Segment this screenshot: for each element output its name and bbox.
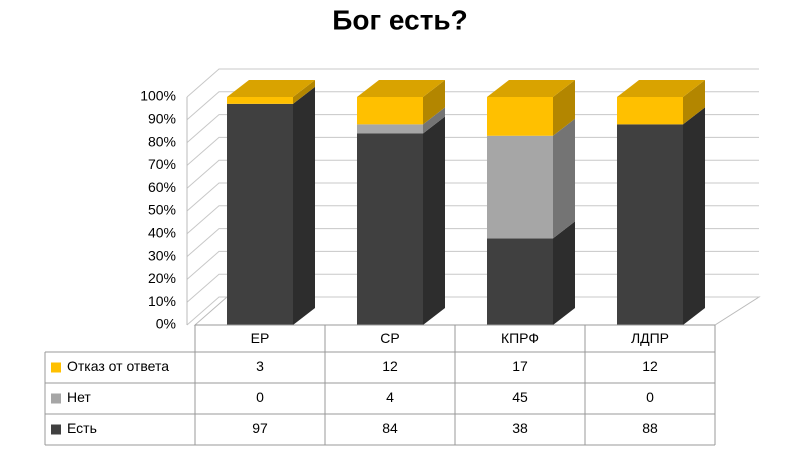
table-value: 3: [256, 358, 264, 374]
bar: [487, 97, 553, 136]
table-value: 88: [642, 420, 658, 436]
grid-line: [186, 159, 759, 189]
bar: [227, 103, 293, 325]
bar-side: [553, 221, 575, 325]
y-tick-label: 100%: [140, 88, 176, 104]
table-value: 4: [386, 389, 394, 405]
x-tick-label: КПРФ: [501, 330, 539, 346]
table-value: 38: [512, 420, 528, 436]
table-value: 12: [642, 358, 658, 374]
grid-line: [186, 296, 759, 326]
legend-swatch: [51, 362, 61, 373]
bar: [357, 97, 423, 125]
grid-line: [186, 250, 759, 280]
grid-line: [186, 273, 759, 303]
y-tick-label: 40%: [148, 225, 176, 241]
y-tick-label: 30%: [148, 247, 176, 263]
grid-line: [186, 182, 759, 212]
grid-line: [186, 136, 759, 166]
y-tick-label: 80%: [148, 133, 176, 149]
bar-side: [683, 80, 705, 125]
bar-side: [423, 80, 445, 125]
x-tick-label: СР: [380, 330, 399, 346]
bar-top: [617, 80, 705, 97]
bar: [617, 124, 683, 325]
grid-line: [186, 114, 759, 143]
bar: [487, 238, 553, 325]
y-tick-label: 70%: [148, 156, 176, 172]
table-value: 97: [252, 420, 268, 436]
table-value: 45: [512, 389, 528, 405]
bar-side: [423, 107, 445, 134]
table-value: 17: [512, 358, 528, 374]
bar-side: [293, 86, 315, 325]
bar-side: [553, 80, 575, 136]
chart-title: Бог есть?: [332, 4, 467, 35]
table-value: 0: [646, 389, 654, 405]
bar: [227, 97, 293, 104]
y-tick-label: 60%: [148, 179, 176, 195]
y-tick-label: 90%: [148, 111, 176, 127]
grid-line: [186, 228, 759, 257]
bar-side: [293, 80, 315, 104]
table-value: 84: [382, 420, 398, 436]
bar-side: [553, 118, 575, 239]
legend-label: Нет: [67, 389, 91, 405]
bar: [357, 133, 423, 325]
y-tick-label: 10%: [148, 293, 176, 309]
table-value: 0: [256, 389, 264, 405]
grid-line: [186, 68, 759, 98]
bar-side: [683, 107, 705, 325]
bar-top: [357, 80, 445, 97]
table-value: 12: [382, 358, 398, 374]
bar: [617, 97, 683, 125]
legend-label: Отказ от ответа: [67, 358, 169, 374]
legend-swatch: [51, 424, 61, 435]
x-tick-label: ЛДПР: [631, 330, 669, 346]
grid-line: [186, 91, 759, 121]
bar-side: [423, 116, 445, 325]
y-tick-label: 20%: [148, 270, 176, 286]
x-tick-label: ЕР: [251, 330, 270, 346]
bar: [487, 135, 553, 239]
legend-label: Есть: [67, 420, 97, 436]
y-tick-label: 50%: [148, 202, 176, 218]
y-tick-label: 0%: [156, 316, 176, 332]
bar-top: [487, 80, 575, 97]
bar-top: [227, 80, 315, 97]
bar: [357, 124, 423, 134]
grid-line: [186, 205, 759, 235]
legend-swatch: [51, 393, 61, 404]
